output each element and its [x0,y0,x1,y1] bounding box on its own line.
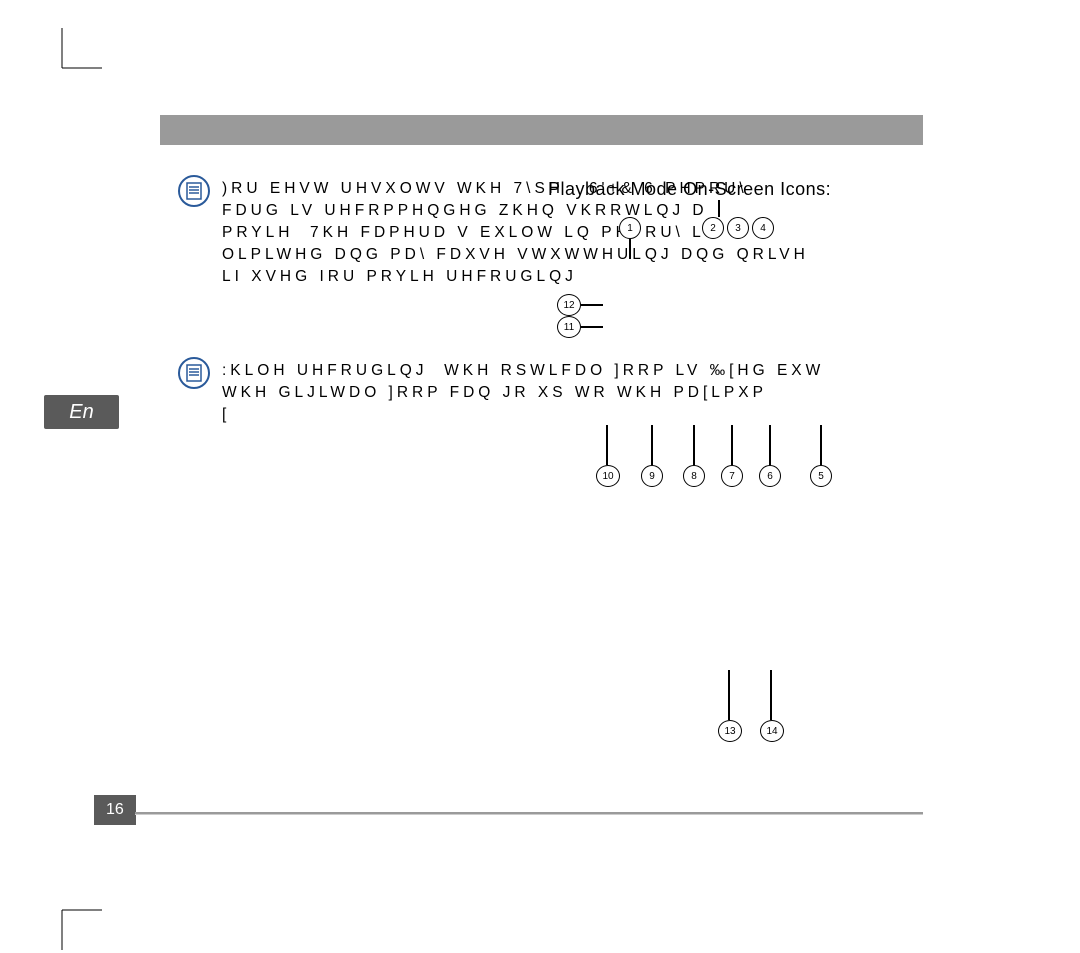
callout-2: 2 [702,217,724,239]
callout-9: 9 [641,465,663,487]
callout-10: 10 [596,465,620,487]
callout-14: 14 [760,720,784,742]
callout-12: 12 [557,294,581,316]
callout-5: 5 [810,465,832,487]
note2-line3: [ [222,404,230,426]
callout-1: 1 [619,217,641,239]
note2-line2: WKH GLJLWDO ]RRP FDQ JR XS WR WKH PD[LPX… [222,382,767,404]
header-bar [160,115,923,145]
note2-line1: :KLOH UHFRUGLQJ WKH RSWLFDO ]RRP LV ‰[HG… [222,360,824,382]
page-number: 16 [94,795,136,825]
footer-rule [135,812,923,814]
note1-line4: OLPLWHG DQG PD\ FDXVH VWXWWHULQJ DQG QRL… [222,244,809,266]
section-title: Playback Mode On-Screen Icons: [548,179,831,200]
note-icon [178,175,210,207]
crop-mark-tl [22,28,102,108]
callout-7: 7 [721,465,743,487]
callout-13: 13 [718,720,742,742]
callout-8: 8 [683,465,705,487]
callout-6: 6 [759,465,781,487]
note-icon [178,357,210,389]
crop-mark-bl [22,870,102,950]
callout-4: 4 [752,217,774,239]
note1-line3: PRYLH 7KH FDPHUD V EXLOW LQ PHPRU\ LV [222,222,718,244]
note1-line5: LI XVHG IRU PRYLH UHFRUGLQJ [222,266,577,288]
callout-3: 3 [727,217,749,239]
language-badge: En [44,395,119,429]
callout-11: 11 [557,316,581,338]
